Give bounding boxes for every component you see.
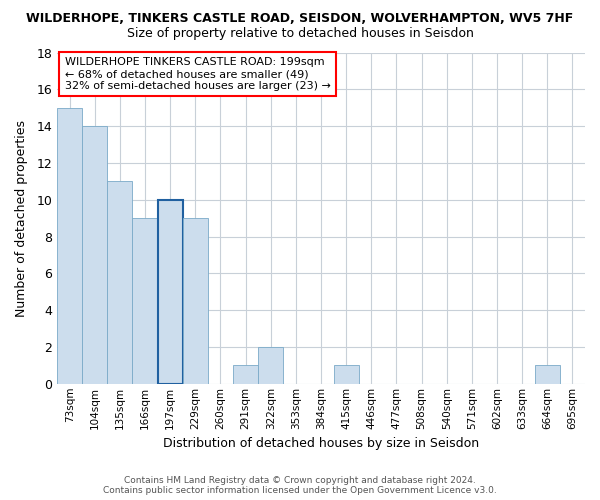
Bar	[158, 200, 183, 384]
Bar	[107, 182, 133, 384]
Y-axis label: Number of detached properties: Number of detached properties	[15, 120, 28, 316]
Bar	[82, 126, 107, 384]
Bar	[133, 218, 158, 384]
Bar	[233, 366, 258, 384]
Text: Contains HM Land Registry data © Crown copyright and database right 2024.
Contai: Contains HM Land Registry data © Crown c…	[103, 476, 497, 495]
Bar	[57, 108, 82, 384]
Bar	[183, 218, 208, 384]
Bar	[334, 366, 359, 384]
X-axis label: Distribution of detached houses by size in Seisdon: Distribution of detached houses by size …	[163, 437, 479, 450]
Text: Size of property relative to detached houses in Seisdon: Size of property relative to detached ho…	[127, 28, 473, 40]
Bar	[535, 366, 560, 384]
Text: WILDERHOPE TINKERS CASTLE ROAD: 199sqm
← 68% of detached houses are smaller (49): WILDERHOPE TINKERS CASTLE ROAD: 199sqm ←…	[65, 58, 331, 90]
Bar	[258, 347, 283, 384]
Text: WILDERHOPE, TINKERS CASTLE ROAD, SEISDON, WOLVERHAMPTON, WV5 7HF: WILDERHOPE, TINKERS CASTLE ROAD, SEISDON…	[26, 12, 574, 26]
